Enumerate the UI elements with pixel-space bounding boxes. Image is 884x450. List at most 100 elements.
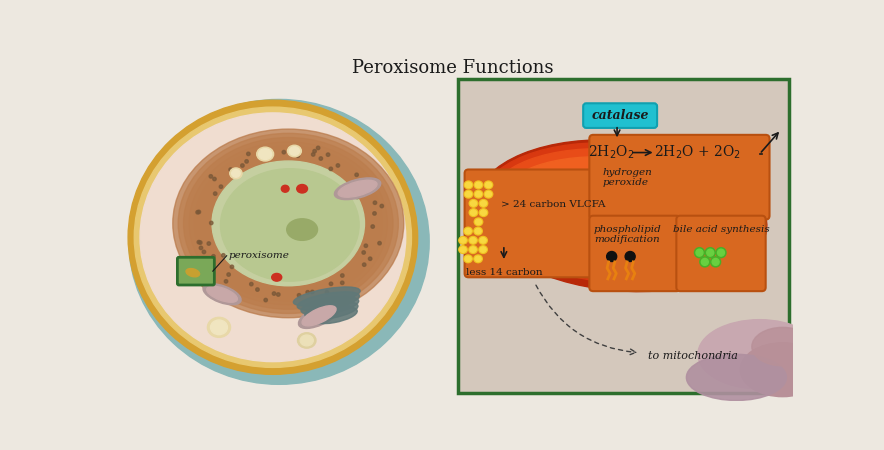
Ellipse shape	[475, 256, 481, 261]
Ellipse shape	[484, 181, 492, 189]
Ellipse shape	[297, 292, 360, 310]
Ellipse shape	[479, 246, 487, 253]
Ellipse shape	[197, 240, 201, 244]
Ellipse shape	[134, 107, 411, 367]
Ellipse shape	[289, 147, 300, 155]
Ellipse shape	[326, 153, 330, 157]
Ellipse shape	[474, 190, 483, 198]
Ellipse shape	[219, 185, 223, 189]
Ellipse shape	[286, 219, 317, 240]
Ellipse shape	[465, 182, 471, 188]
Ellipse shape	[485, 182, 492, 188]
Ellipse shape	[476, 182, 482, 188]
Ellipse shape	[474, 181, 483, 189]
Ellipse shape	[373, 201, 377, 204]
Ellipse shape	[325, 290, 329, 294]
Ellipse shape	[197, 210, 201, 214]
Ellipse shape	[194, 146, 382, 301]
Text: 2H$_2$O$_2$: 2H$_2$O$_2$	[589, 144, 635, 161]
Ellipse shape	[172, 129, 404, 318]
Ellipse shape	[207, 286, 238, 302]
Ellipse shape	[306, 291, 309, 294]
Ellipse shape	[369, 257, 372, 261]
Ellipse shape	[479, 209, 488, 216]
Ellipse shape	[380, 204, 384, 208]
Ellipse shape	[128, 100, 417, 374]
Ellipse shape	[465, 191, 471, 197]
Ellipse shape	[305, 302, 358, 319]
Ellipse shape	[470, 238, 476, 243]
Ellipse shape	[247, 152, 250, 156]
Ellipse shape	[475, 140, 766, 292]
Text: phospholipid
modification: phospholipid modification	[593, 225, 661, 244]
Ellipse shape	[264, 298, 268, 302]
FancyBboxPatch shape	[465, 170, 594, 277]
Ellipse shape	[199, 241, 202, 244]
Ellipse shape	[464, 190, 473, 198]
Ellipse shape	[353, 187, 356, 190]
FancyBboxPatch shape	[676, 216, 766, 291]
Ellipse shape	[208, 317, 231, 338]
FancyBboxPatch shape	[583, 104, 657, 128]
Ellipse shape	[474, 218, 483, 226]
Ellipse shape	[297, 184, 308, 193]
Text: 2H$_2$O + 2O$_2$: 2H$_2$O + 2O$_2$	[654, 144, 742, 161]
Ellipse shape	[479, 237, 487, 244]
Ellipse shape	[355, 195, 359, 199]
Ellipse shape	[227, 273, 231, 276]
Ellipse shape	[459, 246, 468, 253]
Ellipse shape	[311, 153, 315, 156]
Ellipse shape	[329, 282, 332, 286]
FancyBboxPatch shape	[178, 257, 214, 285]
Ellipse shape	[189, 142, 387, 305]
Ellipse shape	[362, 263, 366, 266]
Ellipse shape	[480, 247, 486, 252]
Ellipse shape	[373, 212, 377, 215]
Ellipse shape	[469, 199, 477, 207]
Ellipse shape	[465, 256, 471, 261]
Ellipse shape	[470, 210, 476, 215]
Text: Peroxisome Functions: Peroxisome Functions	[353, 59, 553, 77]
Ellipse shape	[339, 180, 377, 197]
Ellipse shape	[296, 154, 300, 157]
Ellipse shape	[299, 303, 339, 328]
Ellipse shape	[354, 173, 358, 176]
Ellipse shape	[464, 181, 473, 189]
Ellipse shape	[697, 320, 821, 389]
Ellipse shape	[479, 199, 488, 207]
Ellipse shape	[297, 293, 301, 297]
Ellipse shape	[319, 157, 323, 160]
Ellipse shape	[700, 257, 710, 267]
Ellipse shape	[301, 335, 313, 346]
Ellipse shape	[213, 177, 217, 181]
Ellipse shape	[718, 249, 725, 256]
Ellipse shape	[340, 281, 344, 284]
Ellipse shape	[212, 255, 215, 258]
Ellipse shape	[371, 225, 375, 228]
Ellipse shape	[695, 248, 705, 258]
Ellipse shape	[716, 248, 726, 258]
Ellipse shape	[212, 161, 364, 286]
Ellipse shape	[184, 138, 393, 309]
Ellipse shape	[696, 249, 703, 256]
Ellipse shape	[480, 201, 486, 206]
Ellipse shape	[196, 211, 200, 214]
Ellipse shape	[686, 354, 787, 400]
Ellipse shape	[340, 274, 344, 277]
Ellipse shape	[222, 254, 225, 257]
Ellipse shape	[460, 247, 466, 252]
Text: hydrogen
peroxide: hydrogen peroxide	[602, 168, 652, 187]
Ellipse shape	[293, 287, 360, 306]
Ellipse shape	[301, 297, 359, 315]
Ellipse shape	[480, 238, 486, 243]
Text: > 24 carbon VLCFA: > 24 carbon VLCFA	[501, 200, 606, 209]
Ellipse shape	[229, 168, 232, 171]
Ellipse shape	[255, 288, 259, 291]
Ellipse shape	[302, 306, 336, 326]
Ellipse shape	[362, 251, 365, 254]
Ellipse shape	[701, 258, 708, 265]
Ellipse shape	[484, 190, 492, 198]
Ellipse shape	[213, 192, 217, 195]
Ellipse shape	[499, 157, 730, 262]
Ellipse shape	[225, 279, 228, 283]
